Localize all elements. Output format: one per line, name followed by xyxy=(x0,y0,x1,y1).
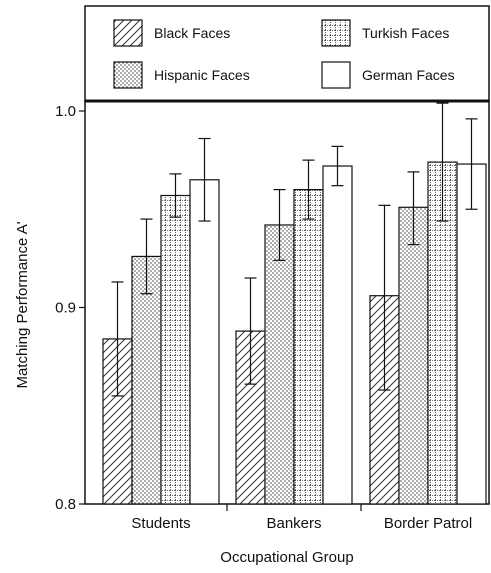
error-bar xyxy=(169,173,182,218)
x-axis: Students Bankers Border Patrol xyxy=(131,504,472,532)
bar-german-faces-border-patrol xyxy=(456,163,487,505)
x-tick-label-bankers: Bankers xyxy=(266,515,321,532)
bar-hispanic-faces-students xyxy=(131,255,162,505)
error-bar xyxy=(111,281,124,397)
x-tick-label-border-patrol: Border Patrol xyxy=(384,515,472,532)
legend-item-hispanic-faces: Hispanic Faces xyxy=(113,61,250,89)
legend-swatch xyxy=(321,61,351,89)
legend-item-turkish-faces: Turkish Faces xyxy=(321,19,449,47)
error-bar xyxy=(331,145,344,187)
bar-german-faces-students xyxy=(189,179,220,505)
legend-label: Black Faces xyxy=(154,25,230,41)
bar-german-faces-bankers xyxy=(322,165,353,505)
legend-label: German Faces xyxy=(362,67,455,83)
error-bar xyxy=(198,137,211,222)
legend-item-german-faces: German Faces xyxy=(321,61,455,89)
y-tick-label: 0.9 xyxy=(55,300,76,317)
bar-hispanic-faces-border-patrol xyxy=(398,206,429,505)
legend-item-black-faces: Black Faces xyxy=(113,19,230,47)
legend-label: Turkish Faces xyxy=(362,25,449,41)
error-bar xyxy=(140,218,153,295)
error-bar xyxy=(465,118,478,210)
error-bar xyxy=(436,102,449,222)
x-tick-label-students: Students xyxy=(131,515,190,532)
error-bar xyxy=(244,277,257,385)
y-tick-label: 1.0 xyxy=(55,103,76,120)
y-tick-label: 0.8 xyxy=(55,496,76,513)
error-bar xyxy=(378,204,391,391)
legend-swatch xyxy=(113,19,143,47)
legend-frame xyxy=(84,5,490,102)
legend-swatch xyxy=(113,61,143,89)
bar-hispanic-faces-bankers xyxy=(264,224,295,505)
y-axis-title: Matching Performance A' xyxy=(14,221,31,388)
y-axis: 0.8 0.9 1.0 xyxy=(55,103,85,513)
legend: Black Faces Hispanic Faces Turkish Faces Ge… xyxy=(84,5,490,102)
legend-swatch xyxy=(321,19,351,47)
error-bar xyxy=(273,189,286,261)
error-bar xyxy=(302,159,315,220)
x-axis-title: Occupational Group xyxy=(220,549,353,566)
legend-label: Hispanic Faces xyxy=(154,67,250,83)
bar-turkish-faces-students xyxy=(160,194,191,505)
error-bar xyxy=(407,171,420,246)
plot-area xyxy=(84,99,490,505)
bar-turkish-faces-bankers xyxy=(293,189,324,505)
